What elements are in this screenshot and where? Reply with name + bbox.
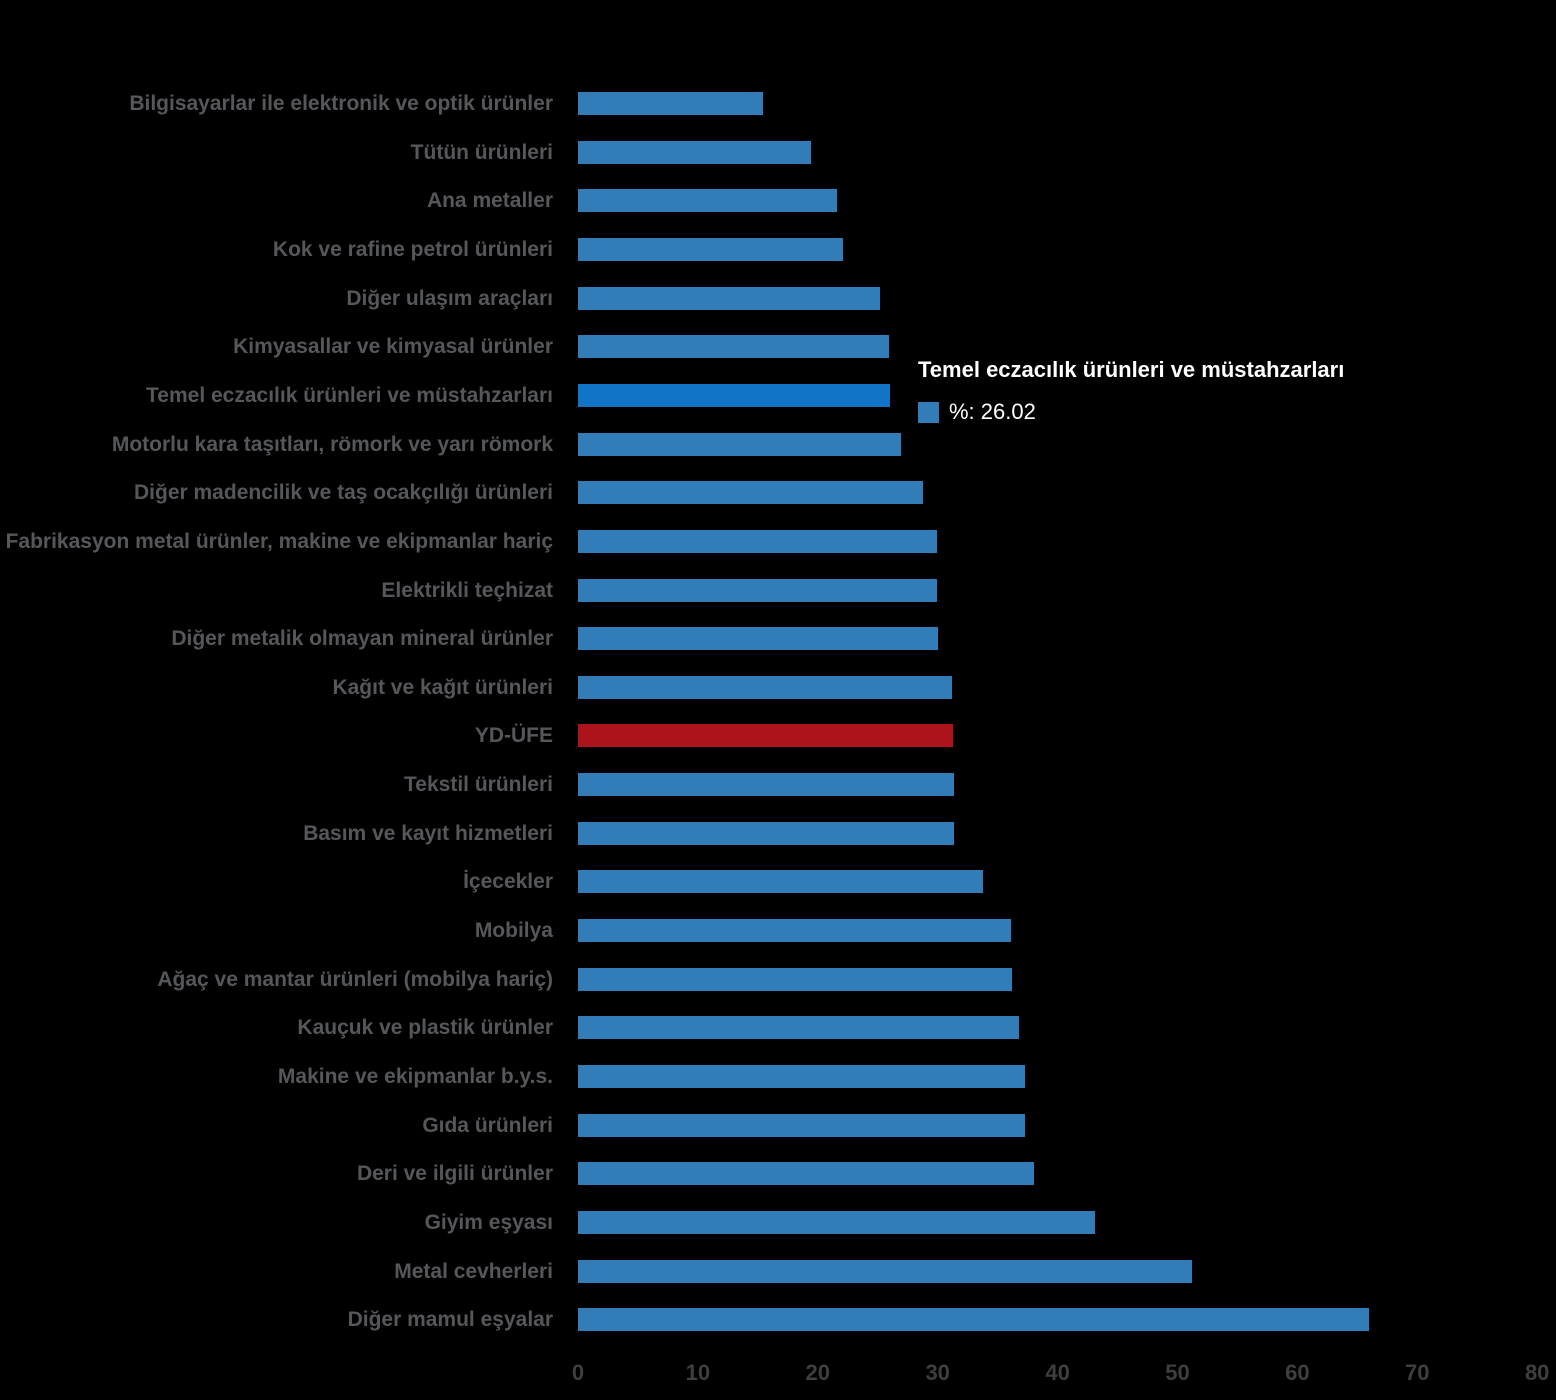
bar-row: Tütün ürünleri	[0, 140, 1556, 164]
bar-row: Kok ve rafine petrol ürünleri	[0, 237, 1556, 261]
category-label: Deri ve ilgili ürünler	[356, 1162, 553, 1186]
bar-row: Motorlu kara taşıtları, römork ve yarı r…	[0, 432, 1556, 456]
bar-default[interactable]	[578, 92, 763, 115]
category-label: YD-ÜFE	[474, 724, 553, 748]
x-tick-label: 70	[1405, 1360, 1430, 1385]
bar-row: Diğer mamul eşyalar	[0, 1308, 1556, 1332]
category-label: Tekstil ürünleri	[404, 773, 553, 797]
bar-highlight[interactable]	[578, 383, 890, 407]
category-label: Metal cevherleri	[394, 1259, 553, 1283]
bar-row: Diğer madencilik ve taş ocakçılığı ürünl…	[0, 481, 1556, 505]
category-label: Diğer madencilik ve taş ocakçılığı ürünl…	[134, 481, 553, 505]
bar-row: Kağıt ve kağıt ürünleri	[0, 675, 1556, 699]
category-label: Elektrikli teçhizat	[381, 578, 553, 602]
bar-default[interactable]	[578, 1162, 1034, 1186]
x-tick-label: 40	[1045, 1360, 1070, 1385]
category-label: Diğer metalik olmayan mineral ürünler	[171, 627, 553, 651]
bar-row: Fabrikasyon metal ürünler, makine ve eki…	[0, 529, 1556, 553]
category-label: Gıda ürünleri	[422, 1113, 553, 1137]
category-label: Diğer ulaşım araçları	[346, 286, 553, 310]
category-label: Motorlu kara taşıtları, römork ve yarı r…	[111, 432, 553, 456]
bar-default[interactable]	[578, 1308, 1369, 1332]
category-label: Kok ve rafine petrol ürünleri	[272, 237, 553, 261]
bar-default[interactable]	[578, 189, 837, 213]
bar-default[interactable]	[578, 1113, 1025, 1137]
bar-row: Makine ve ekipmanlar b.y.s.	[0, 1065, 1556, 1088]
bar-row: İçecekler	[0, 870, 1556, 894]
bar-default[interactable]	[578, 1259, 1192, 1283]
bar-default[interactable]	[578, 1210, 1095, 1234]
category-label: Temel eczacılık ürünleri ve müstahzarlar…	[146, 383, 553, 407]
x-tick-label: 0	[571, 1360, 585, 1385]
category-label: Mobilya	[474, 919, 553, 943]
bar-row: Diğer metalik olmayan mineral ürünler	[0, 627, 1556, 651]
bar-default[interactable]	[578, 140, 811, 164]
bar-row: Kauçuk ve plastik ürünler	[0, 1016, 1556, 1040]
bar-row: YD-ÜFE	[0, 724, 1556, 748]
bar-row: Bilgisayarlar ile elektronik ve optik ür…	[0, 92, 1556, 115]
bar-default[interactable]	[578, 286, 880, 310]
x-tick-label: 30	[925, 1360, 950, 1385]
x-tick-label: 50	[1165, 1360, 1190, 1385]
bar-row: Deri ve ilgili ürünler	[0, 1162, 1556, 1186]
tooltip-title: Temel eczacılık ürünleri ve müstahzarlar…	[918, 357, 1345, 382]
bar-default[interactable]	[578, 432, 901, 456]
bar-default[interactable]	[578, 481, 923, 505]
bar-row: Elektrikli teçhizat	[0, 578, 1556, 602]
bar-row: Ağaç ve mantar ürünleri (mobilya hariç)	[0, 967, 1556, 991]
bar-row: Diğer ulaşım araçları	[0, 286, 1556, 310]
tooltip-value: %: 26.02	[949, 399, 1036, 424]
bar-default[interactable]	[578, 335, 889, 359]
bar-row: Temel eczacılık ürünleri ve müstahzarlar…	[0, 383, 1556, 407]
bar-row: Giyim eşyası	[0, 1210, 1556, 1234]
bar-row: Gıda ürünleri	[0, 1113, 1556, 1137]
bar-default[interactable]	[578, 967, 1012, 991]
category-label: İçecekler	[463, 870, 553, 894]
x-tick-label: 20	[805, 1360, 831, 1385]
category-label: Ana metaller	[426, 189, 553, 213]
category-label: Diğer mamul eşyalar	[347, 1308, 553, 1332]
category-label: Tütün ürünleri	[410, 140, 553, 164]
category-label: Kağıt ve kağıt ürünleri	[332, 675, 553, 699]
category-label: Kimyasallar ve kimyasal ürünler	[233, 335, 553, 359]
x-tick-label: 60	[1285, 1360, 1310, 1385]
category-label: Fabrikasyon metal ürünler, makine ve eki…	[5, 529, 553, 553]
bar-default[interactable]	[578, 821, 954, 845]
bar-row: Mobilya	[0, 919, 1556, 943]
x-tick-label: 80	[1524, 1360, 1550, 1385]
bar-default[interactable]	[578, 919, 1011, 943]
category-label: Bilgisayarlar ile elektronik ve optik ür…	[129, 92, 553, 115]
category-label: Makine ve ekipmanlar b.y.s.	[277, 1065, 553, 1088]
category-label: Ağaç ve mantar ürünleri (mobilya hariç)	[157, 967, 553, 991]
bar-default[interactable]	[578, 627, 938, 651]
bar-default[interactable]	[578, 1016, 1019, 1040]
bar-row: Ana metaller	[0, 189, 1556, 213]
bar-row: Kimyasallar ve kimyasal ürünler	[0, 335, 1556, 359]
bar-row: Tekstil ürünleri	[0, 773, 1556, 797]
tooltip: Temel eczacılık ürünleri ve müstahzarlar…	[918, 357, 1344, 425]
bar-reference[interactable]	[578, 724, 953, 748]
bar-row: Metal cevherleri	[0, 1259, 1556, 1283]
category-label: Kauçuk ve plastik ürünler	[297, 1016, 553, 1040]
bar-default[interactable]	[578, 773, 954, 797]
x-tick-label: 10	[685, 1360, 711, 1385]
tooltip-swatch-icon	[918, 401, 939, 423]
bar-default[interactable]	[578, 1065, 1025, 1088]
bar-row: Basım ve kayıt hizmetleri	[0, 821, 1556, 845]
tooltip-legend-row: %: 26.02	[918, 399, 1344, 425]
bar-default[interactable]	[578, 529, 937, 553]
category-label: Basım ve kayıt hizmetleri	[303, 821, 553, 845]
category-label: Giyim eşyası	[424, 1210, 553, 1234]
bar-default[interactable]	[578, 675, 952, 699]
x-axis: 0 10 20 30 40 50 60 70 80	[0, 1360, 1556, 1394]
bar-default[interactable]	[578, 237, 843, 261]
bar-default[interactable]	[578, 870, 983, 894]
bar-default[interactable]	[578, 578, 937, 602]
